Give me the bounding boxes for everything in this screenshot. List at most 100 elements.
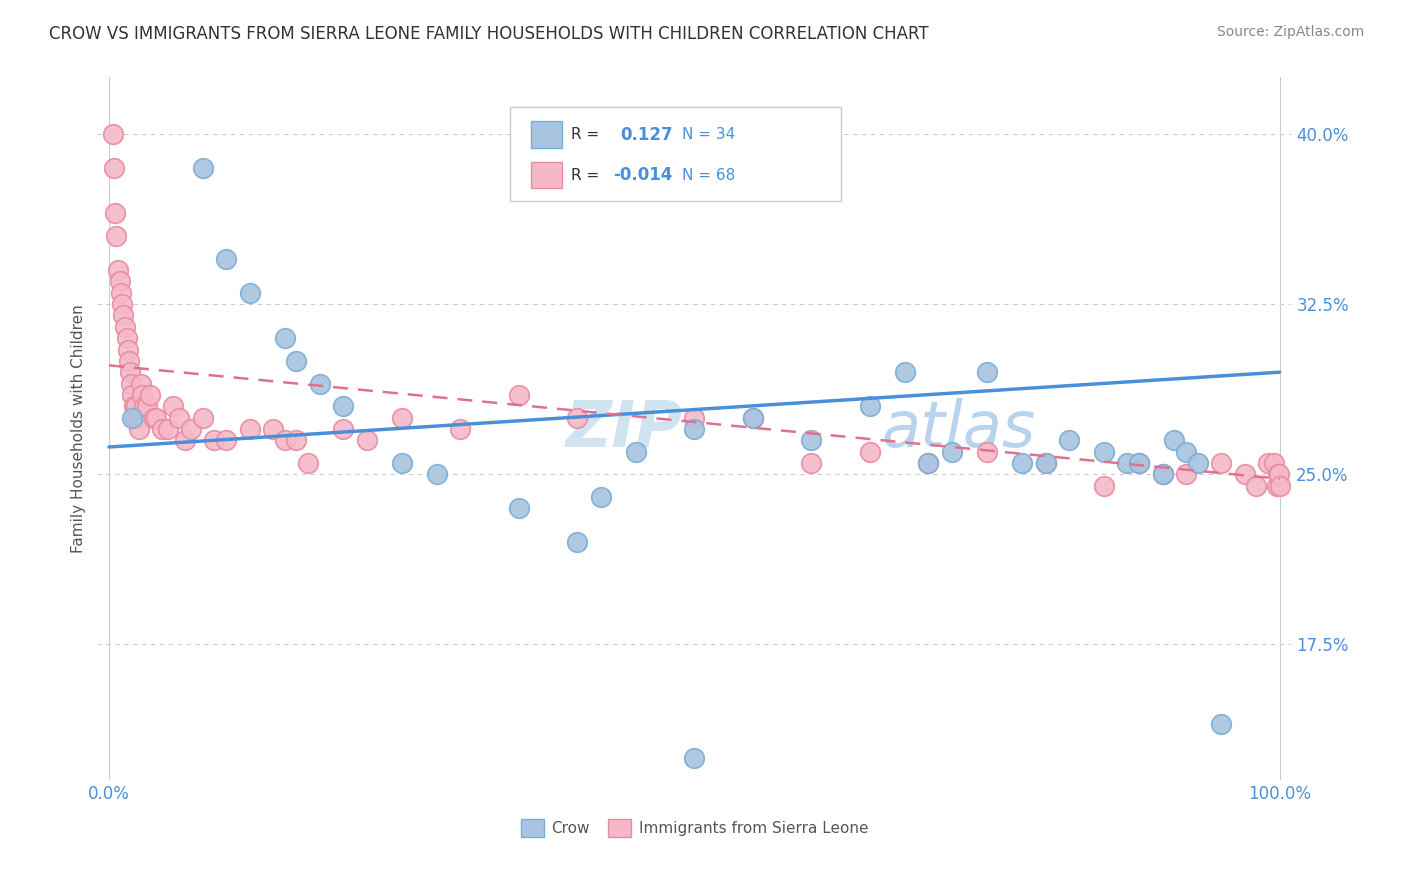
Point [741, 410, 763, 425]
Point [131, 388, 153, 402]
Point [1233, 467, 1256, 482]
Point [391, 456, 413, 470]
Point [1268, 467, 1291, 482]
Point [162, 399, 184, 413]
Text: -0.014: -0.014 [613, 166, 672, 184]
Point [118, 354, 141, 368]
Point [117, 343, 139, 357]
Point [800, 433, 823, 447]
Point [262, 422, 284, 436]
Point [1209, 716, 1232, 731]
Point [308, 376, 330, 391]
Point [110, 285, 132, 300]
Point [1268, 478, 1291, 492]
Y-axis label: Family Households with Children: Family Households with Children [72, 304, 86, 553]
Point [297, 456, 319, 470]
Point [174, 433, 197, 447]
Point [135, 399, 157, 413]
Point [129, 376, 152, 391]
Point [103, 161, 125, 175]
Point [150, 422, 173, 436]
Point [120, 376, 142, 391]
Point [391, 410, 413, 425]
Point [1057, 433, 1080, 447]
Point [741, 410, 763, 425]
Point [215, 252, 238, 266]
Point [111, 297, 134, 311]
Point [1209, 456, 1232, 470]
Text: 0.127: 0.127 [620, 126, 672, 144]
Point [180, 422, 202, 436]
Point [589, 490, 612, 504]
Point [101, 127, 124, 141]
Point [122, 399, 145, 413]
Point [1011, 456, 1033, 470]
Point [1263, 456, 1285, 470]
Point [1257, 456, 1279, 470]
Point [114, 319, 136, 334]
Point [1175, 467, 1198, 482]
Point [859, 444, 882, 458]
Text: R =: R = [571, 128, 599, 143]
Point [191, 410, 214, 425]
Point [121, 388, 143, 402]
Point [273, 331, 295, 345]
Point [134, 399, 156, 413]
Point [1092, 444, 1115, 458]
Point [332, 399, 354, 413]
Point [941, 444, 963, 458]
Point [124, 410, 146, 425]
Point [108, 275, 131, 289]
Point [976, 444, 998, 458]
Point [145, 410, 167, 425]
Point [202, 433, 225, 447]
Point [356, 433, 378, 447]
Point [1152, 467, 1174, 482]
Point [894, 365, 917, 379]
Point [1116, 456, 1139, 470]
Point [1128, 456, 1150, 470]
Point [917, 456, 939, 470]
Point [917, 456, 939, 470]
Point [567, 535, 589, 549]
Point [112, 309, 135, 323]
Text: Source: ZipAtlas.com: Source: ZipAtlas.com [1216, 25, 1364, 39]
Point [1163, 433, 1185, 447]
Point [624, 444, 647, 458]
Point [238, 285, 260, 300]
Point [332, 422, 354, 436]
Point [800, 456, 823, 470]
Point [156, 422, 179, 436]
Point [139, 388, 162, 402]
Point [1035, 456, 1057, 470]
Point [1244, 478, 1267, 492]
Point [128, 422, 150, 436]
Point [107, 263, 129, 277]
Point [1267, 467, 1289, 482]
Point [125, 399, 148, 413]
Point [449, 422, 471, 436]
Point [121, 410, 143, 425]
Point [127, 410, 149, 425]
Point [1187, 456, 1209, 470]
Text: CROW VS IMMIGRANTS FROM SIERRA LEONE FAMILY HOUSEHOLDS WITH CHILDREN CORRELATION: CROW VS IMMIGRANTS FROM SIERRA LEONE FAM… [49, 25, 929, 43]
Text: N = 68: N = 68 [682, 168, 735, 183]
Point [238, 422, 260, 436]
Text: ZIP: ZIP [565, 398, 682, 460]
Point [285, 433, 308, 447]
Point [1265, 478, 1288, 492]
Legend: Crow, Immigrants from Sierra Leone: Crow, Immigrants from Sierra Leone [515, 813, 875, 843]
Text: R =: R = [571, 168, 599, 183]
Point [104, 206, 127, 220]
Text: N = 34: N = 34 [682, 128, 735, 143]
Point [567, 410, 589, 425]
Point [859, 399, 882, 413]
Point [1152, 467, 1174, 482]
Text: atlas: atlas [882, 398, 1036, 460]
Point [142, 410, 165, 425]
Point [976, 365, 998, 379]
Point [191, 161, 214, 175]
Point [683, 422, 706, 436]
Point [508, 388, 530, 402]
Point [508, 501, 530, 516]
